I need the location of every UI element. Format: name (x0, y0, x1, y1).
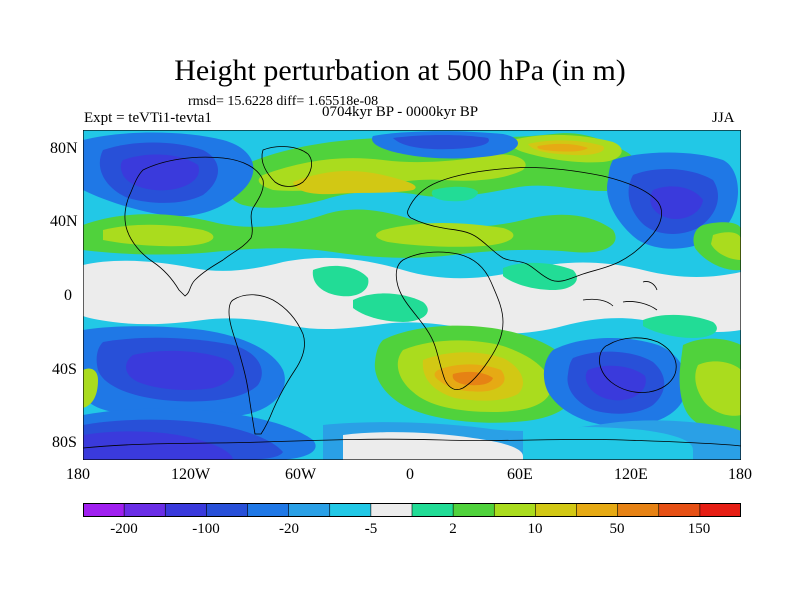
colorbar-label: 50 (609, 521, 625, 537)
colorbar-swatch (494, 503, 536, 517)
experiment-label: Expt = teVTi1-tevta1 (84, 110, 212, 126)
lat-label-40n: 40N (50, 213, 78, 230)
lon-label-60w: 60W (285, 466, 317, 483)
colorbar-label: -20 (279, 521, 299, 537)
colorbar-swatch (699, 503, 741, 517)
colorbar-swatch (658, 503, 701, 517)
lon-label-180w: 180 (66, 466, 90, 483)
period-text: 0704kyr BP - 0000kyr BP (322, 104, 479, 120)
lat-label-80n: 80N (50, 140, 78, 157)
colorbar-label: -100 (192, 521, 220, 537)
colorbar-swatch (165, 503, 207, 517)
coastlines (83, 146, 741, 449)
lat-label-0: 0 (64, 287, 72, 304)
colorbar-swatch (247, 503, 290, 517)
lat-label-80s: 80S (52, 434, 77, 451)
colorbar-label: -5 (364, 521, 378, 537)
colorbar-swatch (288, 503, 331, 517)
plot-title: Height perturbation at 500 hPa (in m) (174, 54, 626, 87)
colorbar-swatch (535, 503, 578, 517)
colorbar-swatch (329, 503, 372, 517)
map-canvas (77, 130, 742, 466)
lon-label-0: 0 (406, 466, 414, 483)
field-contours (83, 131, 741, 460)
colorbar-swatch (576, 503, 619, 517)
lon-label-120w: 120W (171, 466, 211, 483)
lon-label-60e: 60E (507, 466, 533, 483)
lon-label-120e: 120E (614, 466, 648, 483)
colorbar-swatch (206, 503, 249, 517)
colorbar-swatch (617, 503, 660, 517)
colorbar-swatch (453, 503, 495, 517)
season-label: JJA (712, 110, 735, 126)
colorbar-label: -200 (110, 521, 138, 537)
colorbar-border (83, 503, 741, 517)
colorbar-label: 2 (449, 521, 457, 537)
colorbar-swatch (412, 503, 454, 517)
colorbar-swatch (124, 503, 166, 517)
colorbar-label: 10 (527, 521, 543, 537)
colorbar (83, 503, 741, 517)
lon-label-180e: 180 (728, 466, 752, 483)
colorbar-swatch (370, 503, 413, 517)
colorbar-label: 150 (687, 521, 711, 537)
lat-label-40s: 40S (52, 361, 77, 378)
map-panel (77, 130, 742, 466)
stats-text: rmsd= 15.6228 diff= 1.65518e-08 (188, 94, 379, 109)
colorbar-swatch (83, 503, 125, 517)
